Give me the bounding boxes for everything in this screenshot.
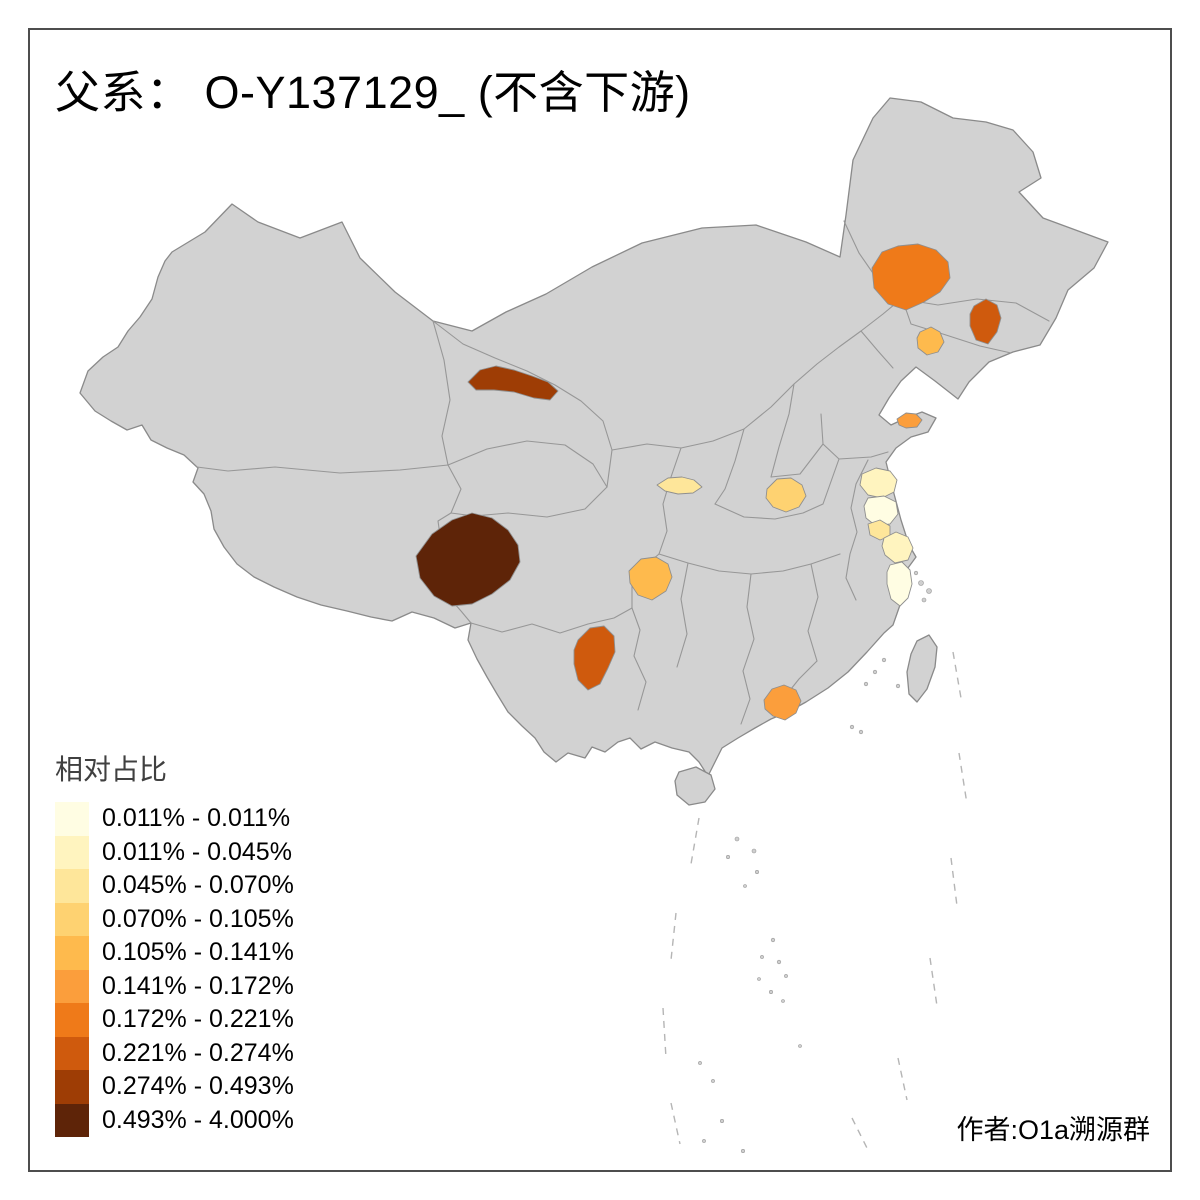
legend-label: 0.045% - 0.070% <box>102 871 294 900</box>
map-region-jiangsu-north-a <box>859 467 898 499</box>
legend-item: 0.172% - 0.221% <box>55 1003 294 1037</box>
map-region-zhejiang-coast <box>886 561 913 607</box>
legend-label: 0.011% - 0.011% <box>102 804 291 833</box>
nine-dash-line <box>662 651 968 1151</box>
legend-item: 0.011% - 0.045% <box>55 835 294 869</box>
legend-swatch <box>55 902 89 936</box>
hainan-island <box>674 766 716 806</box>
map-region-yunnan-central <box>573 625 616 691</box>
coastal-islets <box>698 570 932 1154</box>
page-title: 父系： O-Y137129_ (不含下游) <box>55 67 691 118</box>
legend-label: 0.172% - 0.221% <box>102 1005 294 1034</box>
map-region-gansu-hexi <box>467 365 559 401</box>
map-region-chongqing <box>628 556 673 601</box>
attribution-text: 作者:O1a溯源群 <box>956 1115 1150 1145</box>
legend-swatch <box>55 1070 89 1104</box>
legend-swatch <box>55 1036 89 1070</box>
legend-item: 0.141% - 0.172% <box>55 969 294 1003</box>
map-land-group <box>79 97 1109 806</box>
legend-label: 0.070% - 0.105% <box>102 904 294 933</box>
legend-label: 0.141% - 0.172% <box>102 971 294 1000</box>
legend-item: 0.105% - 0.141% <box>55 936 294 970</box>
map-region-sichuan-west <box>415 512 521 607</box>
legend-item: 0.011% - 0.011% <box>55 802 294 836</box>
map-region-henan-central <box>765 477 807 513</box>
legend-swatch <box>55 802 89 836</box>
legend-swatch <box>55 1103 89 1137</box>
legend-label: 0.105% - 0.141% <box>102 938 294 967</box>
legend-swatch <box>55 969 89 1003</box>
colored-regions <box>415 243 1002 721</box>
legend-item: 0.045% - 0.070% <box>55 869 294 903</box>
legend-label: 0.011% - 0.045% <box>102 837 292 866</box>
map-region-jilin-east <box>969 298 1002 345</box>
legend-swatch <box>55 936 89 970</box>
map-region-guangdong-pearl <box>763 684 802 721</box>
taiwan-island <box>906 634 938 703</box>
legend-title: 相对占比 <box>55 754 168 785</box>
legend-swatch <box>55 869 89 903</box>
legend-item: 0.493% - 4.000% <box>55 1103 294 1137</box>
legend-swatch <box>55 835 89 869</box>
map-region-shanxi-south <box>656 476 703 495</box>
legend-item: 0.221% - 0.274% <box>55 1036 294 1070</box>
legend-swatch <box>55 1003 89 1037</box>
map-region-heilongjiang-west <box>871 243 951 311</box>
map-region-shanghai-area <box>881 531 914 564</box>
legend-item: 0.274% - 0.493% <box>55 1070 294 1104</box>
legend-label: 0.493% - 4.000% <box>102 1105 294 1134</box>
legend-item: 0.070% - 0.105% <box>55 902 294 936</box>
map-region-shandong-peninsula <box>896 412 923 429</box>
map-region-jiangsu-north-b <box>863 495 899 527</box>
legend-label: 0.274% - 0.493% <box>102 1072 294 1101</box>
legend: 相对占比 0.011% - 0.011% 0.011% - 0.045% 0.0… <box>55 748 294 1137</box>
map-region-liaoning-central <box>916 326 945 356</box>
legend-label: 0.221% - 0.274% <box>102 1038 294 1067</box>
china-mainland <box>79 97 1109 777</box>
